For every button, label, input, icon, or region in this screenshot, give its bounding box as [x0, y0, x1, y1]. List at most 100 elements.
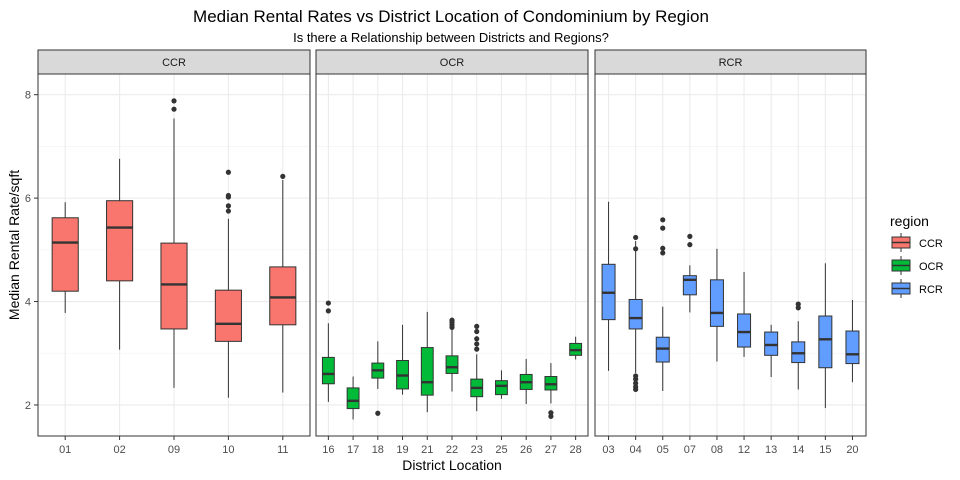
- strip-label: RCR: [719, 57, 743, 69]
- y-tick-label: 8: [25, 90, 31, 102]
- panel-background: [595, 74, 866, 436]
- box-district-01: [51, 202, 79, 313]
- strip-label: CCR: [162, 57, 186, 69]
- box-district-07: [682, 233, 697, 313]
- y-tick-label: 6: [25, 193, 31, 205]
- box-district-12: [737, 272, 752, 357]
- box-iqr: [709, 279, 724, 327]
- panel-ocr: OCR 16 17 18 19 21 22 23 25 26 27 28: [315, 49, 589, 456]
- outlier-point: [325, 308, 331, 314]
- outlier-point: [660, 225, 666, 231]
- outlier-point: [171, 106, 177, 112]
- box-district-03: [601, 201, 616, 371]
- outlier-point: [325, 300, 331, 306]
- box-iqr: [420, 347, 434, 396]
- outlier-point: [548, 410, 554, 416]
- x-tick-label: 11: [277, 444, 288, 456]
- box-district-20: [845, 299, 860, 383]
- outlier-point: [687, 242, 693, 248]
- x-tick-label: 23: [471, 444, 483, 456]
- box-district-16: [321, 300, 335, 402]
- x-tick-label: 20: [846, 444, 858, 456]
- box-district-02: [106, 158, 134, 350]
- x-tick-label: 10: [222, 444, 234, 456]
- panel-ccr: CCR 01 02 09 10 11 2 4 6 8: [25, 49, 311, 456]
- strip-label: OCR: [440, 57, 465, 69]
- outlier-point: [660, 250, 666, 256]
- panel-rcr: RCR 03 04 05 07 08 12 13 14 15 20: [594, 49, 867, 456]
- box-district-26: [519, 358, 533, 404]
- panel-border: [315, 73, 589, 437]
- x-tick-label: 04: [630, 444, 642, 456]
- x-tick-label: 22: [446, 444, 458, 456]
- box-iqr: [764, 331, 779, 356]
- x-tick-label: 16: [322, 444, 334, 456]
- box-district-19: [396, 324, 409, 395]
- panel-border: [594, 73, 867, 437]
- outlier-point: [474, 336, 480, 342]
- box-iqr: [628, 298, 643, 330]
- legend-label: CCR: [919, 238, 943, 250]
- box-iqr: [51, 217, 79, 292]
- legend-label: OCR: [919, 261, 944, 273]
- outlier-point: [795, 305, 801, 311]
- x-tick-label: 07: [684, 444, 696, 456]
- box-iqr: [445, 355, 459, 374]
- x-tick-label: 26: [520, 444, 532, 456]
- outlier-point: [225, 192, 231, 199]
- y-tick-label: 2: [25, 400, 31, 412]
- strip-background: [594, 49, 867, 75]
- x-tick-label: 13: [765, 444, 777, 456]
- strip-background: [315, 49, 589, 75]
- box-iqr: [682, 275, 697, 296]
- box-district-22: [445, 317, 459, 392]
- legend-title: region: [890, 213, 929, 229]
- box-district-09: [160, 98, 188, 388]
- outlier-point: [474, 323, 480, 329]
- legend-item-rcr: RCR: [891, 279, 943, 298]
- outlier-point: [687, 233, 693, 239]
- outlier-point: [225, 169, 231, 175]
- x-tick-label: 18: [372, 444, 384, 456]
- box-iqr: [160, 242, 188, 330]
- box-iqr: [737, 313, 752, 348]
- box-district-18: [371, 341, 385, 416]
- box-district-05: [655, 217, 670, 392]
- outlier-point: [660, 217, 666, 223]
- legend-item-ccr: CCR: [891, 233, 943, 252]
- legend: region CCR OCR RCR: [890, 213, 944, 298]
- box-district-11: [269, 173, 297, 393]
- box-iqr: [346, 387, 360, 410]
- x-tick-label: 14: [792, 444, 804, 456]
- box-district-10: [214, 169, 242, 398]
- x-tick-label: 25: [495, 444, 507, 456]
- strip-background: [37, 49, 311, 75]
- box-iqr: [495, 380, 508, 396]
- outlier-point: [633, 246, 639, 252]
- box-iqr: [321, 356, 335, 385]
- x-tick-label: 19: [396, 444, 408, 456]
- outlier-point: [449, 317, 455, 323]
- box-district-08: [709, 248, 724, 362]
- box-iqr: [845, 330, 860, 365]
- outlier-point: [548, 413, 554, 419]
- x-tick-label: 21: [421, 444, 433, 456]
- box-district-17: [346, 376, 360, 420]
- outlier-point: [795, 301, 801, 307]
- box-district-15: [818, 263, 833, 409]
- x-tick-label: 17: [347, 444, 359, 456]
- facet-panels: CCR 01 02 09 10 11 2 4 6 8 OCR 16 17 18 19 21 22 23 25 26 27…: [25, 49, 867, 456]
- box-district-23: [470, 323, 484, 412]
- x-tick-label: 12: [738, 444, 750, 456]
- outlier-point: [474, 341, 480, 347]
- y-axis-title: Median Rental Rate/sqft: [6, 170, 22, 320]
- x-tick-label: 28: [570, 444, 582, 456]
- outlier-point: [225, 203, 231, 209]
- box-iqr: [269, 266, 297, 326]
- box-iqr: [106, 200, 134, 282]
- legend-label: RCR: [919, 284, 943, 296]
- outlier-point: [375, 410, 381, 416]
- chart-title: Median Rental Rates vs District Location…: [193, 7, 709, 26]
- x-tick-label: 08: [711, 444, 723, 456]
